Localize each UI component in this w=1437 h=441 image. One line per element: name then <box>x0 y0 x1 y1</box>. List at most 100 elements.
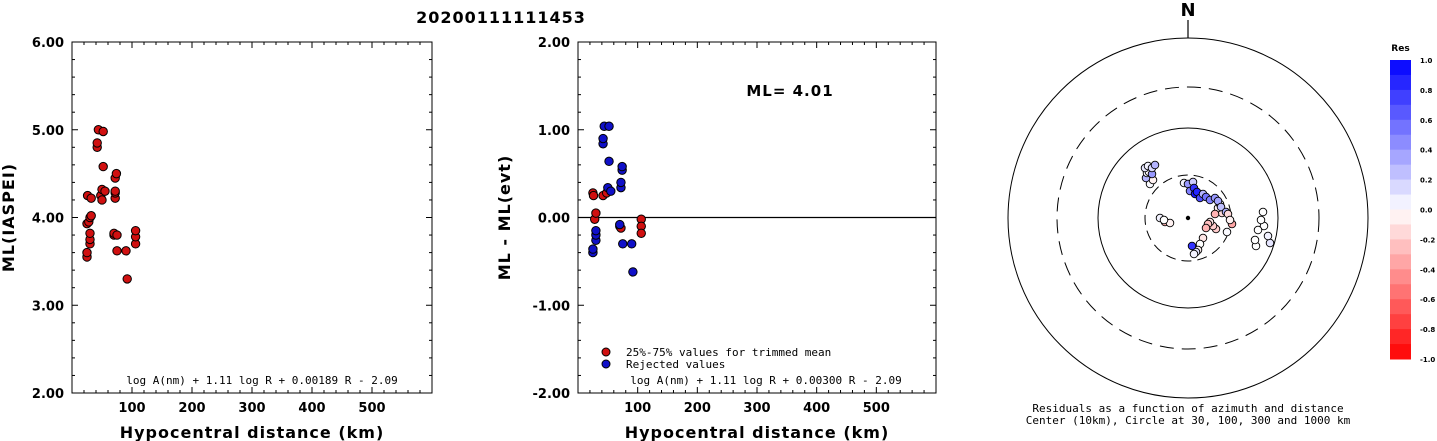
colorbar-label: -0.6 <box>1420 296 1435 304</box>
figure-title: 20200111111453 <box>416 8 586 27</box>
residual-point <box>1225 215 1235 225</box>
residual-point <box>1265 238 1275 248</box>
colorbar-segment <box>1390 194 1411 210</box>
colorbar-label: -0.8 <box>1420 326 1435 334</box>
colorbar-segment <box>1390 209 1411 225</box>
colorbar-segment <box>1390 299 1411 315</box>
residual-point <box>1222 227 1232 237</box>
colorbar-segment <box>1390 254 1411 270</box>
rejected-point <box>615 219 625 230</box>
rejected-point <box>588 244 598 254</box>
y-tick-label: -1.00 <box>533 299 570 314</box>
y-tick-label: 2.00 <box>538 36 570 51</box>
legend-marker <box>601 359 611 369</box>
y-tick-label: 4.00 <box>32 212 64 227</box>
rejected-point <box>628 267 638 277</box>
data-point <box>112 230 122 240</box>
caption-line-2: Center (10km), Circle at 30, 100, 300 an… <box>1026 414 1351 427</box>
colorbar-segment <box>1390 74 1411 91</box>
legend-marker <box>601 347 611 357</box>
x-tick-label: 500 <box>863 401 890 416</box>
range-circle-100km <box>1097 127 1279 309</box>
y-tick-label: -2.00 <box>533 387 570 402</box>
data-point <box>112 246 122 256</box>
colorbar-segment <box>1390 60 1411 76</box>
legend-label: Rejected values <box>626 358 725 371</box>
colorbar-segment <box>1390 314 1411 330</box>
colorbar-segment <box>1390 149 1411 166</box>
data-point <box>86 211 96 221</box>
north-label: N <box>1180 0 1195 21</box>
colorbar-segment <box>1390 164 1411 181</box>
residual-point <box>1150 160 1160 170</box>
y-tick-label: 1.00 <box>538 124 570 139</box>
rejected-point <box>618 239 628 249</box>
residual-point <box>1256 215 1266 225</box>
residual-point <box>1216 202 1226 212</box>
y-axis-label: ML(IASPEI) <box>0 163 18 272</box>
data-point <box>98 126 108 137</box>
y-tick-label: 0.00 <box>538 212 570 227</box>
data-point <box>122 274 132 284</box>
x-tick-label: 100 <box>624 401 651 416</box>
data-point <box>121 246 131 256</box>
colorbar-segment <box>1390 89 1411 106</box>
colorbar-label: -0.2 <box>1420 236 1435 244</box>
colorbar-segment <box>1390 284 1411 300</box>
x-tick-label: 400 <box>298 401 325 416</box>
x-tick-label: 300 <box>743 401 770 416</box>
ml-value-label: ML= 4.01 <box>746 82 833 100</box>
trimmed-point <box>591 208 601 218</box>
residual-point <box>1210 209 1220 219</box>
trimmed-point <box>588 190 599 201</box>
plot-frame <box>71 41 433 394</box>
residual-point <box>1159 215 1169 225</box>
y-axis-label: ML - ML(evt) <box>495 155 514 281</box>
colorbar-label: -0.4 <box>1420 266 1435 274</box>
colorbar-segment <box>1390 224 1411 240</box>
colorbar-segment <box>1390 344 1411 360</box>
colorbar-title: Res <box>1391 44 1409 54</box>
residual-point <box>1258 207 1268 217</box>
caption-line-1: Residuals as a function of azimuth and d… <box>1032 402 1343 415</box>
range-circle-300km <box>1056 86 1320 350</box>
center-dot <box>1185 215 1191 221</box>
residual-point <box>1187 241 1197 251</box>
colorbar-label: 0.8 <box>1420 87 1433 95</box>
formula-label: log A(nm) + 1.11 log R + 0.00300 R - 2.0… <box>630 374 902 387</box>
colorbar-segment <box>1390 239 1411 255</box>
x-tick-label: 300 <box>238 401 265 416</box>
rejected-point <box>604 156 614 167</box>
rejected-point <box>604 121 614 131</box>
data-point <box>111 168 122 179</box>
formula-label: log A(nm) + 1.11 log R + 0.00189 R - 2.0… <box>126 374 398 387</box>
data-point <box>86 193 96 203</box>
data-point <box>92 138 102 148</box>
data-point <box>110 186 120 196</box>
x-tick-label: 500 <box>358 401 385 416</box>
colorbar-label: 0.6 <box>1420 117 1433 125</box>
data-point <box>100 186 110 196</box>
colorbar-label: -1.0 <box>1420 356 1435 364</box>
rejected-point <box>617 161 627 172</box>
x-tick-label: 200 <box>684 401 711 416</box>
colorbar-label: 1.0 <box>1420 57 1433 65</box>
azimuth-residual-panel: N Residuals as a function of azimuth and … <box>1007 0 1435 427</box>
legend-label: 25%-75% values for trimmed mean <box>626 346 831 359</box>
x-axis-label: Hypocentral distance (km) <box>625 423 890 441</box>
trimmed-point <box>636 228 646 238</box>
residual-point <box>1253 225 1263 235</box>
colorbar-segment <box>1390 179 1411 196</box>
colorbar-label: 0.0 <box>1420 207 1433 215</box>
colorbar-segment <box>1390 104 1411 121</box>
residual-point <box>1201 223 1211 233</box>
residual-vs-distance-panel: 100 200 300 400 500 -2.00 -1.00 0.00 1.00 2.00 Hyp… <box>495 36 937 441</box>
rejected-point <box>598 133 608 144</box>
data-point <box>85 228 95 238</box>
x-axis-label: Hypocentral distance (km) <box>120 423 385 441</box>
rejected-point <box>591 225 601 236</box>
y-tick-label: 3.00 <box>32 299 64 314</box>
rejected-point <box>606 186 616 196</box>
data-point <box>82 247 92 258</box>
